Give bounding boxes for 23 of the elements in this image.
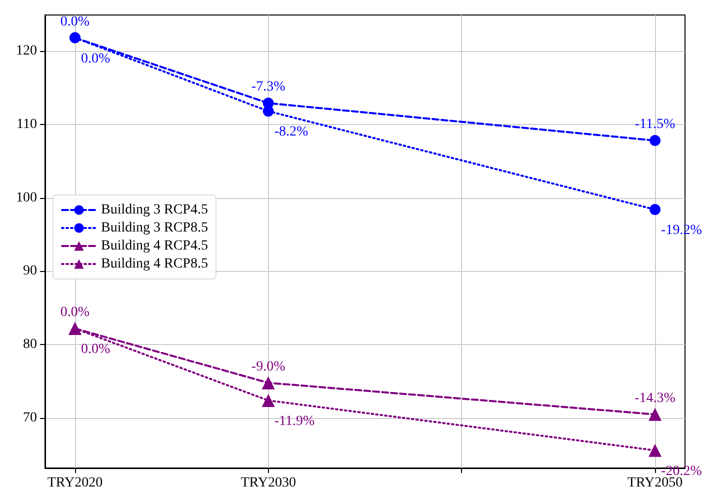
legend-label: Building 3 RCP8.5 — [101, 220, 208, 236]
legend-label: Building 4 RCP4.5 — [101, 238, 208, 254]
y-tick-label: 70 — [23, 410, 37, 426]
annotation: 0.0% — [80, 51, 110, 66]
y-tick-label: 80 — [23, 337, 37, 352]
y-tick-label: 110 — [16, 116, 37, 132]
annotation: 0.0% — [80, 342, 110, 357]
annotation: -11.5% — [634, 117, 676, 132]
annotation: -11.9% — [274, 414, 315, 429]
annotation: -9.0% — [251, 359, 286, 374]
y-tick-label: 120 — [16, 43, 37, 58]
annotation: -8.2% — [274, 124, 308, 140]
legend-label: Building 4 RCP8.5 — [101, 256, 208, 272]
legend-label: Building 3 RCP4.5 — [101, 202, 208, 218]
y-tick-label: 100 — [16, 190, 37, 206]
annotation: 0.0% — [60, 14, 90, 30]
annotation: -7.3% — [251, 80, 286, 95]
annotation: -14.3% — [634, 390, 676, 406]
x-tick-label: TRY2030 — [240, 476, 296, 490]
annotation: 0.0% — [60, 305, 90, 320]
x-tick-label: TRY2020 — [47, 476, 103, 490]
x-tick-label: TRY2050 — [627, 476, 683, 490]
y-tick-label: 90 — [23, 264, 37, 279]
